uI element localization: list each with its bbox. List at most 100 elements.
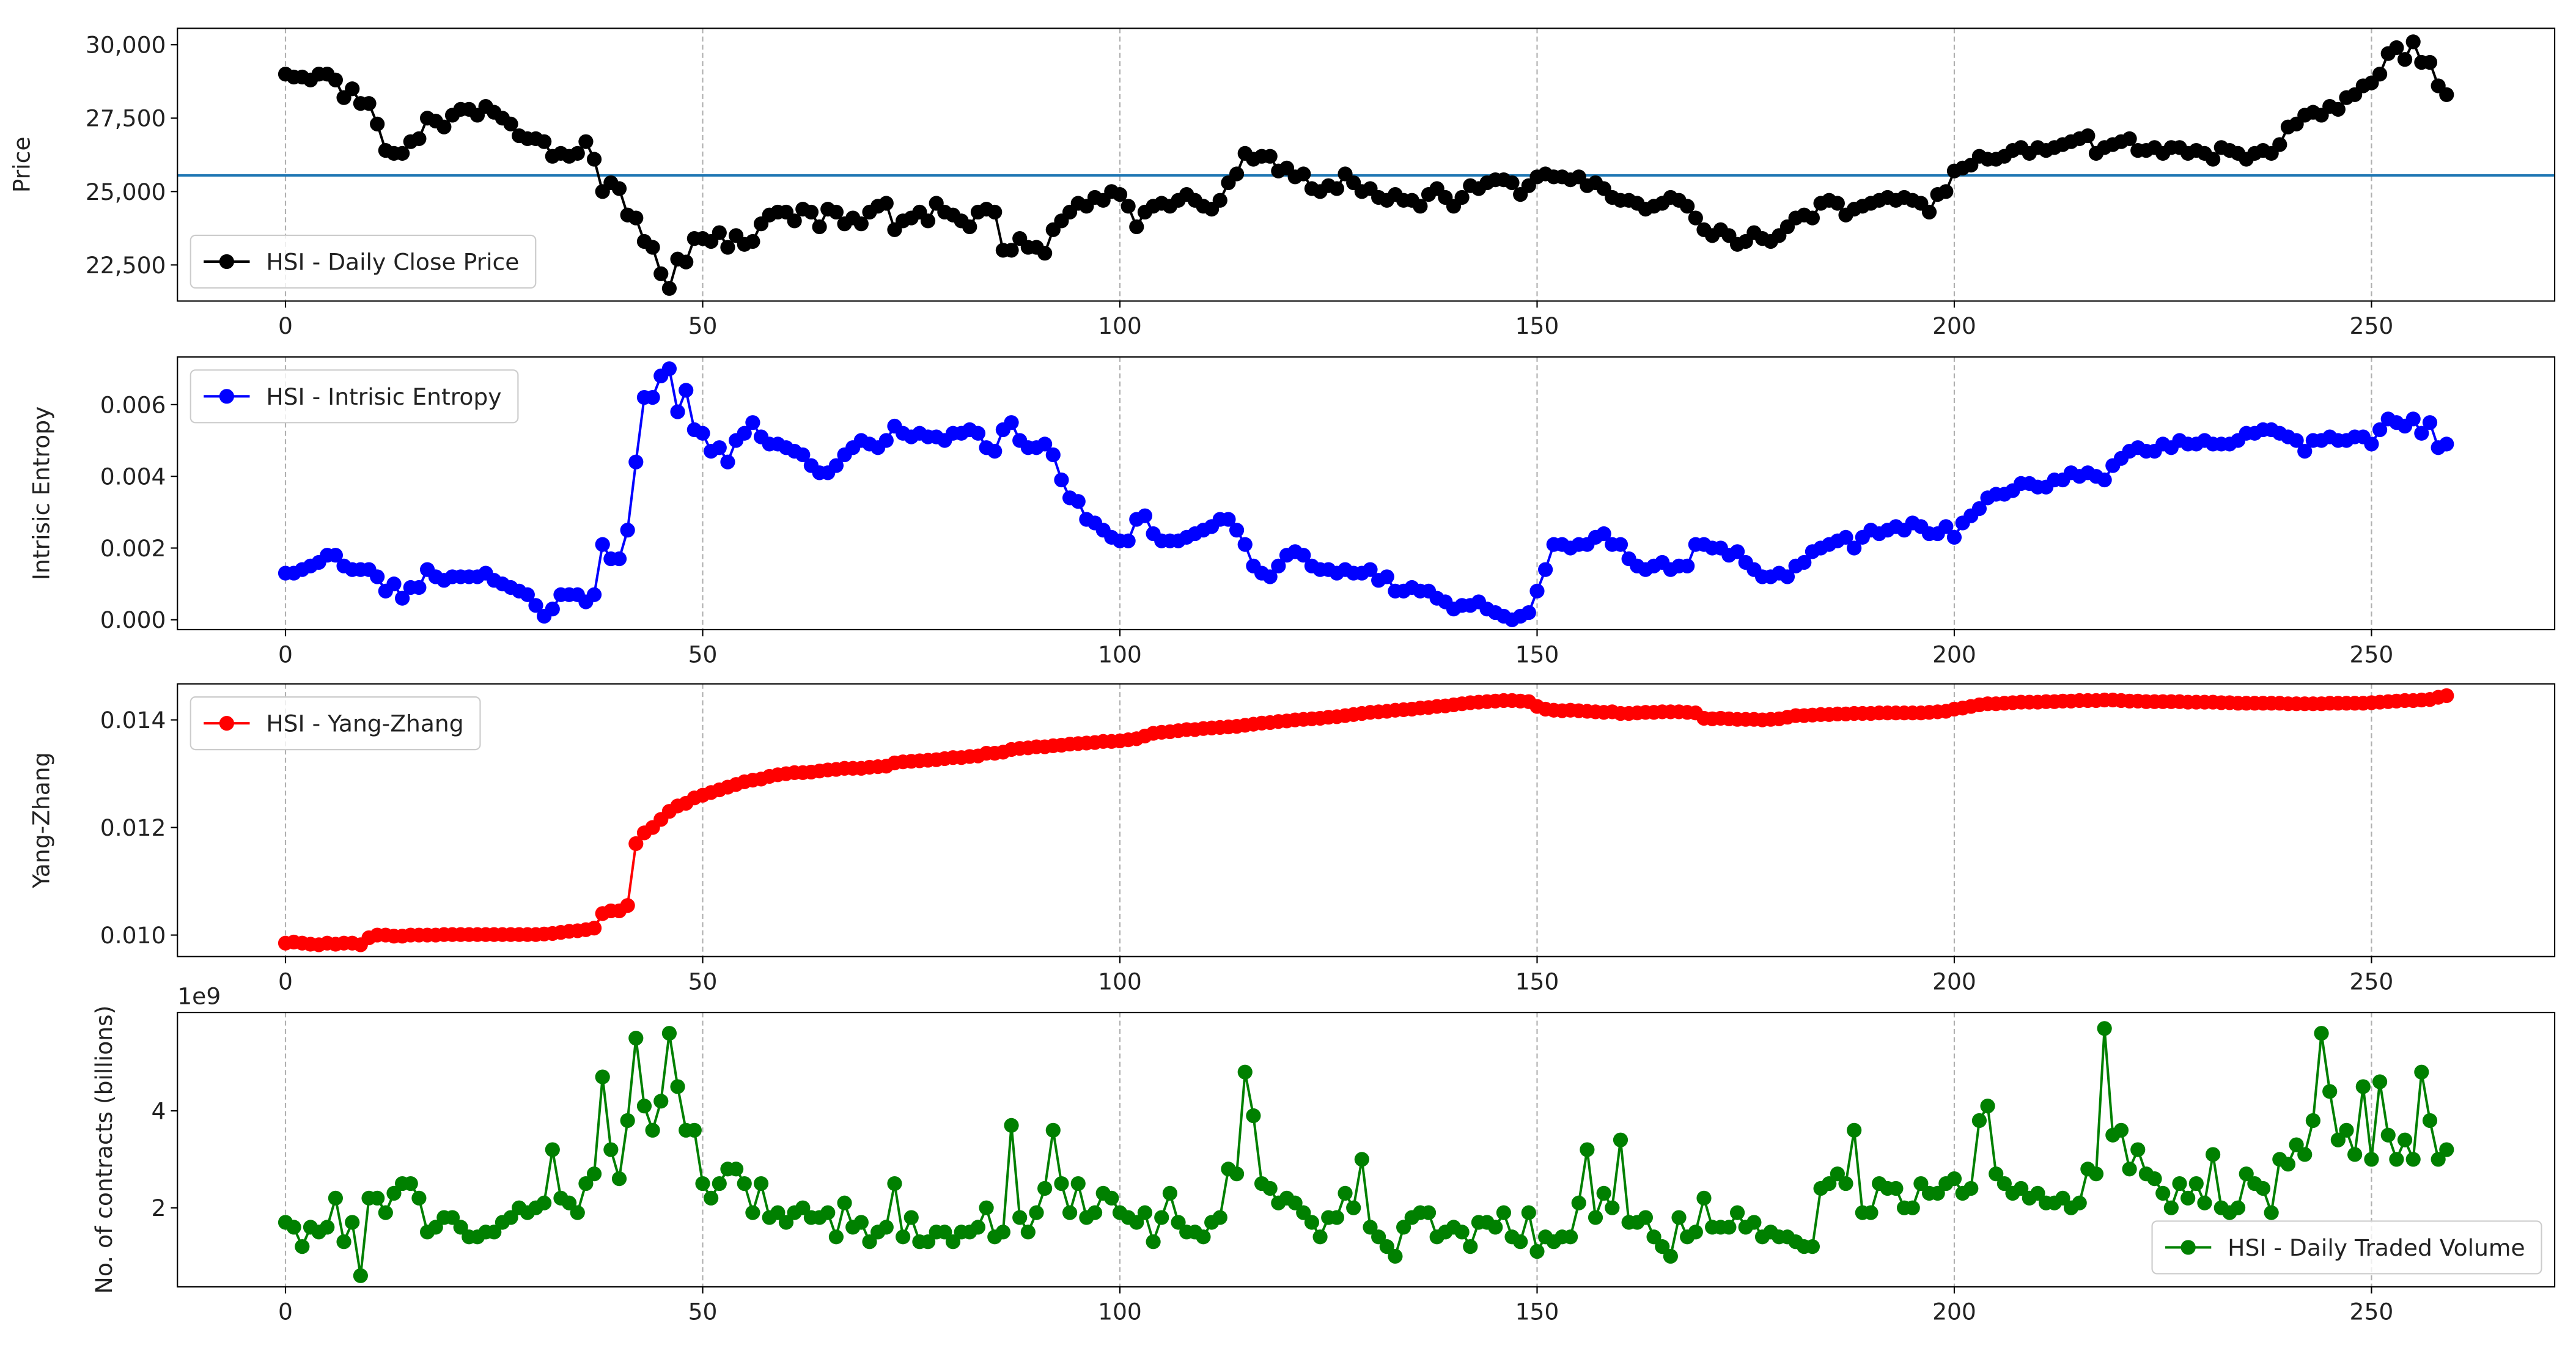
data-point [2405, 411, 2421, 427]
data-point [720, 454, 735, 470]
data-point [611, 551, 627, 567]
data-point [2122, 1162, 2137, 1177]
data-point [712, 440, 727, 455]
data-point [828, 1229, 844, 1245]
data-point [987, 444, 1003, 459]
data-point [353, 1268, 368, 1283]
data-point [628, 454, 644, 470]
data-point [1229, 523, 1245, 538]
data-point [737, 425, 752, 441]
data-point [878, 196, 894, 211]
data-point [837, 1195, 852, 1210]
data-point [653, 1094, 669, 1109]
data-point [1504, 175, 1520, 191]
data-point [862, 1234, 877, 1250]
data-point [345, 81, 360, 97]
y-tick-label: 30,000 [86, 32, 166, 59]
data-point [2230, 1200, 2246, 1215]
data-point [1004, 243, 1019, 258]
legend-marker [219, 254, 234, 270]
data-point [636, 1099, 652, 1114]
x-tick-label: 250 [2350, 968, 2394, 995]
data-point [896, 1229, 911, 1245]
data-point [1329, 181, 1344, 196]
y-tick-label: 22,500 [86, 252, 166, 279]
data-point [903, 1210, 919, 1225]
data-point [1696, 1190, 1712, 1206]
legend-marker [219, 389, 234, 404]
data-point [2330, 101, 2346, 117]
data-point [328, 72, 344, 87]
data-point [1363, 562, 1378, 577]
data-point [1396, 1220, 1411, 1235]
y-axis-label: Price [8, 137, 35, 193]
legend: HSI - Yang-Zhang [190, 696, 481, 751]
data-point [2389, 1152, 2404, 1167]
data-point [745, 234, 760, 249]
data-point [2347, 1147, 2363, 1162]
data-point [370, 1190, 385, 1206]
x-tick-label: 250 [2350, 1298, 2394, 1325]
data-point [1613, 537, 1628, 552]
data-point [2364, 436, 2379, 452]
data-point [1638, 1210, 1654, 1225]
data-point [661, 281, 677, 296]
data-point [1496, 1205, 1511, 1220]
data-point [1363, 1220, 1378, 1235]
data-point [1688, 1225, 1703, 1240]
data-point [1588, 1210, 1603, 1225]
data-point [444, 1210, 460, 1225]
data-point [1779, 569, 1795, 584]
data-point [1454, 190, 1470, 205]
data-point [1746, 1215, 1762, 1230]
data-point [611, 1171, 627, 1187]
data-point [1070, 1176, 1086, 1191]
data-point [545, 1142, 560, 1157]
data-point [828, 458, 844, 473]
data-point [1571, 1195, 1586, 1210]
x-tick-label: 250 [2350, 641, 2394, 668]
data-point [2372, 67, 2388, 82]
data-point [2405, 1152, 2421, 1167]
data-point [2080, 128, 2096, 144]
data-point [653, 266, 669, 281]
data-point [1045, 1122, 1061, 1138]
data-point [586, 587, 602, 602]
data-point [745, 415, 760, 430]
x-tick-label: 250 [2350, 312, 2394, 339]
data-point [2280, 1157, 2296, 1172]
data-point [1847, 1122, 1862, 1138]
data-point [2197, 1195, 2212, 1210]
data-point [1312, 1229, 1328, 1245]
data-point [1121, 533, 1136, 548]
data-point [2206, 1147, 2221, 1162]
data-point [2414, 1064, 2429, 1080]
data-point [2163, 1200, 2179, 1215]
data-point [1797, 554, 1812, 570]
data-point [503, 1210, 518, 1225]
y-axis-label: Yang-Zhang [28, 752, 55, 888]
data-point [1196, 1229, 1211, 1245]
data-point [1087, 1205, 1103, 1220]
y-tick-label: 0.000 [100, 606, 166, 633]
x-tick-label: 0 [278, 312, 293, 339]
y-tick-label: 0.012 [100, 814, 166, 841]
data-point [2264, 1205, 2279, 1220]
axes-frame [177, 683, 2556, 957]
data-point [2239, 1166, 2254, 1182]
y-tick-label: 0.006 [100, 391, 166, 418]
data-point [1488, 1220, 1503, 1235]
data-point [828, 204, 844, 220]
data-point [1212, 1210, 1227, 1225]
legend-box [190, 369, 519, 424]
data-point [1379, 1239, 1394, 1254]
data-point [562, 1195, 577, 1210]
y-axis-label: No. of contracts (billions) [90, 1006, 117, 1294]
data-point [2255, 1180, 2271, 1196]
data-point [1605, 1200, 1620, 1215]
data-point [1371, 1229, 1386, 1245]
data-point [628, 836, 644, 852]
x-tick-label: 50 [688, 968, 718, 995]
data-point [2330, 1132, 2346, 1147]
data-point [1921, 204, 1937, 220]
